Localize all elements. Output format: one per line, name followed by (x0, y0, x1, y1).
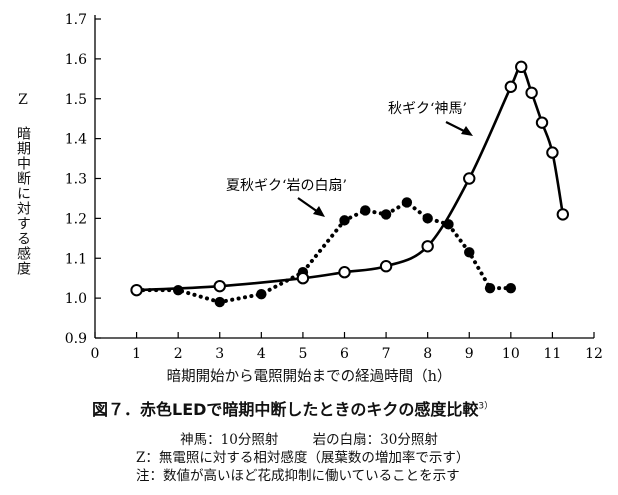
y-tick-label-0.9: 0.9 (65, 331, 87, 347)
y-tick-label-1.2: 1.2 (65, 211, 87, 227)
x-tick-label-1: 1 (132, 346, 141, 362)
x-tick-label-10: 10 (502, 346, 520, 362)
shinma-point-8 (515, 60, 528, 74)
x-tick-label-7: 7 (382, 346, 391, 362)
x-axis-label: 暗期開始から電照開始までの経過時間（h） (166, 369, 452, 385)
series-shinma-line (136, 65, 565, 292)
x-tick-label-12: 12 (585, 346, 603, 362)
x-tick-label-11: 11 (544, 346, 562, 362)
shinma-point-6 (463, 172, 476, 185)
chart: 0 1 2 3 4 5 6 7 8 9 10 11 120.91.01.11.21.31.41.51.6… (65, 12, 603, 362)
x-tick-label-9: 9 (465, 346, 474, 362)
figure-title-text: 図７．赤色LEDで暗期中断したときのキクの感度比較 (92, 400, 479, 419)
y-tick-label-1.0: 1.0 (65, 291, 87, 307)
iwa-point-3 (256, 288, 267, 300)
iwa-point-12 (484, 282, 496, 294)
x-tick-label-2: 2 (174, 346, 183, 362)
y-tick-label-1.7: 1.7 (65, 12, 87, 28)
shinma-point-10 (535, 116, 549, 129)
y-tick-label-1.3: 1.3 (65, 172, 87, 188)
note-shinma: 神馬：10分照射 (180, 432, 279, 448)
x-tick-label-3: 3 (215, 346, 224, 362)
figure-title: 図７．赤色LEDで暗期中断したときのキクの感度比較3） (92, 396, 493, 420)
iwa-point-10 (443, 219, 454, 230)
figure-title-ref: 3） (478, 401, 494, 412)
iwa-point-1 (172, 284, 184, 296)
series-label-shinma: 秋ギク‘神馬’ (388, 101, 467, 117)
shinma-point-5 (421, 240, 434, 253)
x-tick-label-6: 6 (340, 346, 349, 362)
shinma-point-4 (379, 260, 393, 273)
y-tick-label-1.1: 1.1 (65, 251, 87, 267)
arrow-iwa-shaft (297, 197, 319, 213)
chart-ticks: 0 1 2 3 4 5 6 7 8 9 10 11 120.91.01.11.21.31.41.51.6… (65, 12, 603, 362)
arrow-shinma-shaft (445, 121, 467, 133)
series-label-iwa: 夏秋ギク‘岩の白扇’ (226, 178, 347, 194)
shinma-point-12 (556, 208, 570, 221)
iwa-point-5 (339, 215, 350, 226)
x-tick-label-0: 0 (91, 346, 100, 362)
iwa-point-9 (422, 213, 433, 224)
iwa-point-8 (401, 197, 413, 208)
shinma-point-0 (130, 283, 143, 297)
note-iwa: 岩の白扇：30分照射 (312, 432, 438, 448)
chart-series-labels: 秋ギク‘神馬’ 夏秋ギク‘岩の白扇’ (226, 101, 473, 217)
arrow-shinma-head (461, 126, 473, 136)
iwa-point-6 (360, 205, 371, 216)
iwa-point-11 (464, 247, 475, 258)
x-tick-label-5: 5 (298, 346, 307, 362)
series-iwa-line (134, 200, 513, 305)
shinma-point-1 (213, 279, 226, 293)
y-axis-label: Z 暗期中断に対する感度 (15, 92, 31, 276)
note-irradiation: 神馬：10分照射 岩の白扇：30分照射 (0, 428, 618, 448)
y-tick-label-1.6: 1.6 (65, 52, 87, 68)
iwa-point-13 (505, 282, 517, 294)
arrow-iwa-head (313, 206, 325, 217)
shinma-point-7 (504, 80, 518, 93)
shinma-point-2 (296, 271, 310, 285)
note-general: 注：数値が高いほど花成抑制に働いていることを示す (136, 468, 460, 484)
shinma-point-9 (525, 86, 538, 99)
x-tick-label-4: 4 (257, 346, 266, 362)
x-tick-label-8: 8 (423, 346, 432, 362)
iwa-point-7 (380, 209, 392, 220)
shinma-point-3 (338, 266, 351, 279)
iwa-point-2 (214, 296, 225, 308)
shinma-point-11 (546, 146, 559, 159)
chart-series (130, 60, 570, 308)
y-tick-label-1.4: 1.4 (65, 132, 87, 148)
note-z: Z：無電照に対する相対感度（展葉数の増加率で示す） (136, 450, 470, 466)
y-tick-label-1.5: 1.5 (65, 92, 87, 108)
